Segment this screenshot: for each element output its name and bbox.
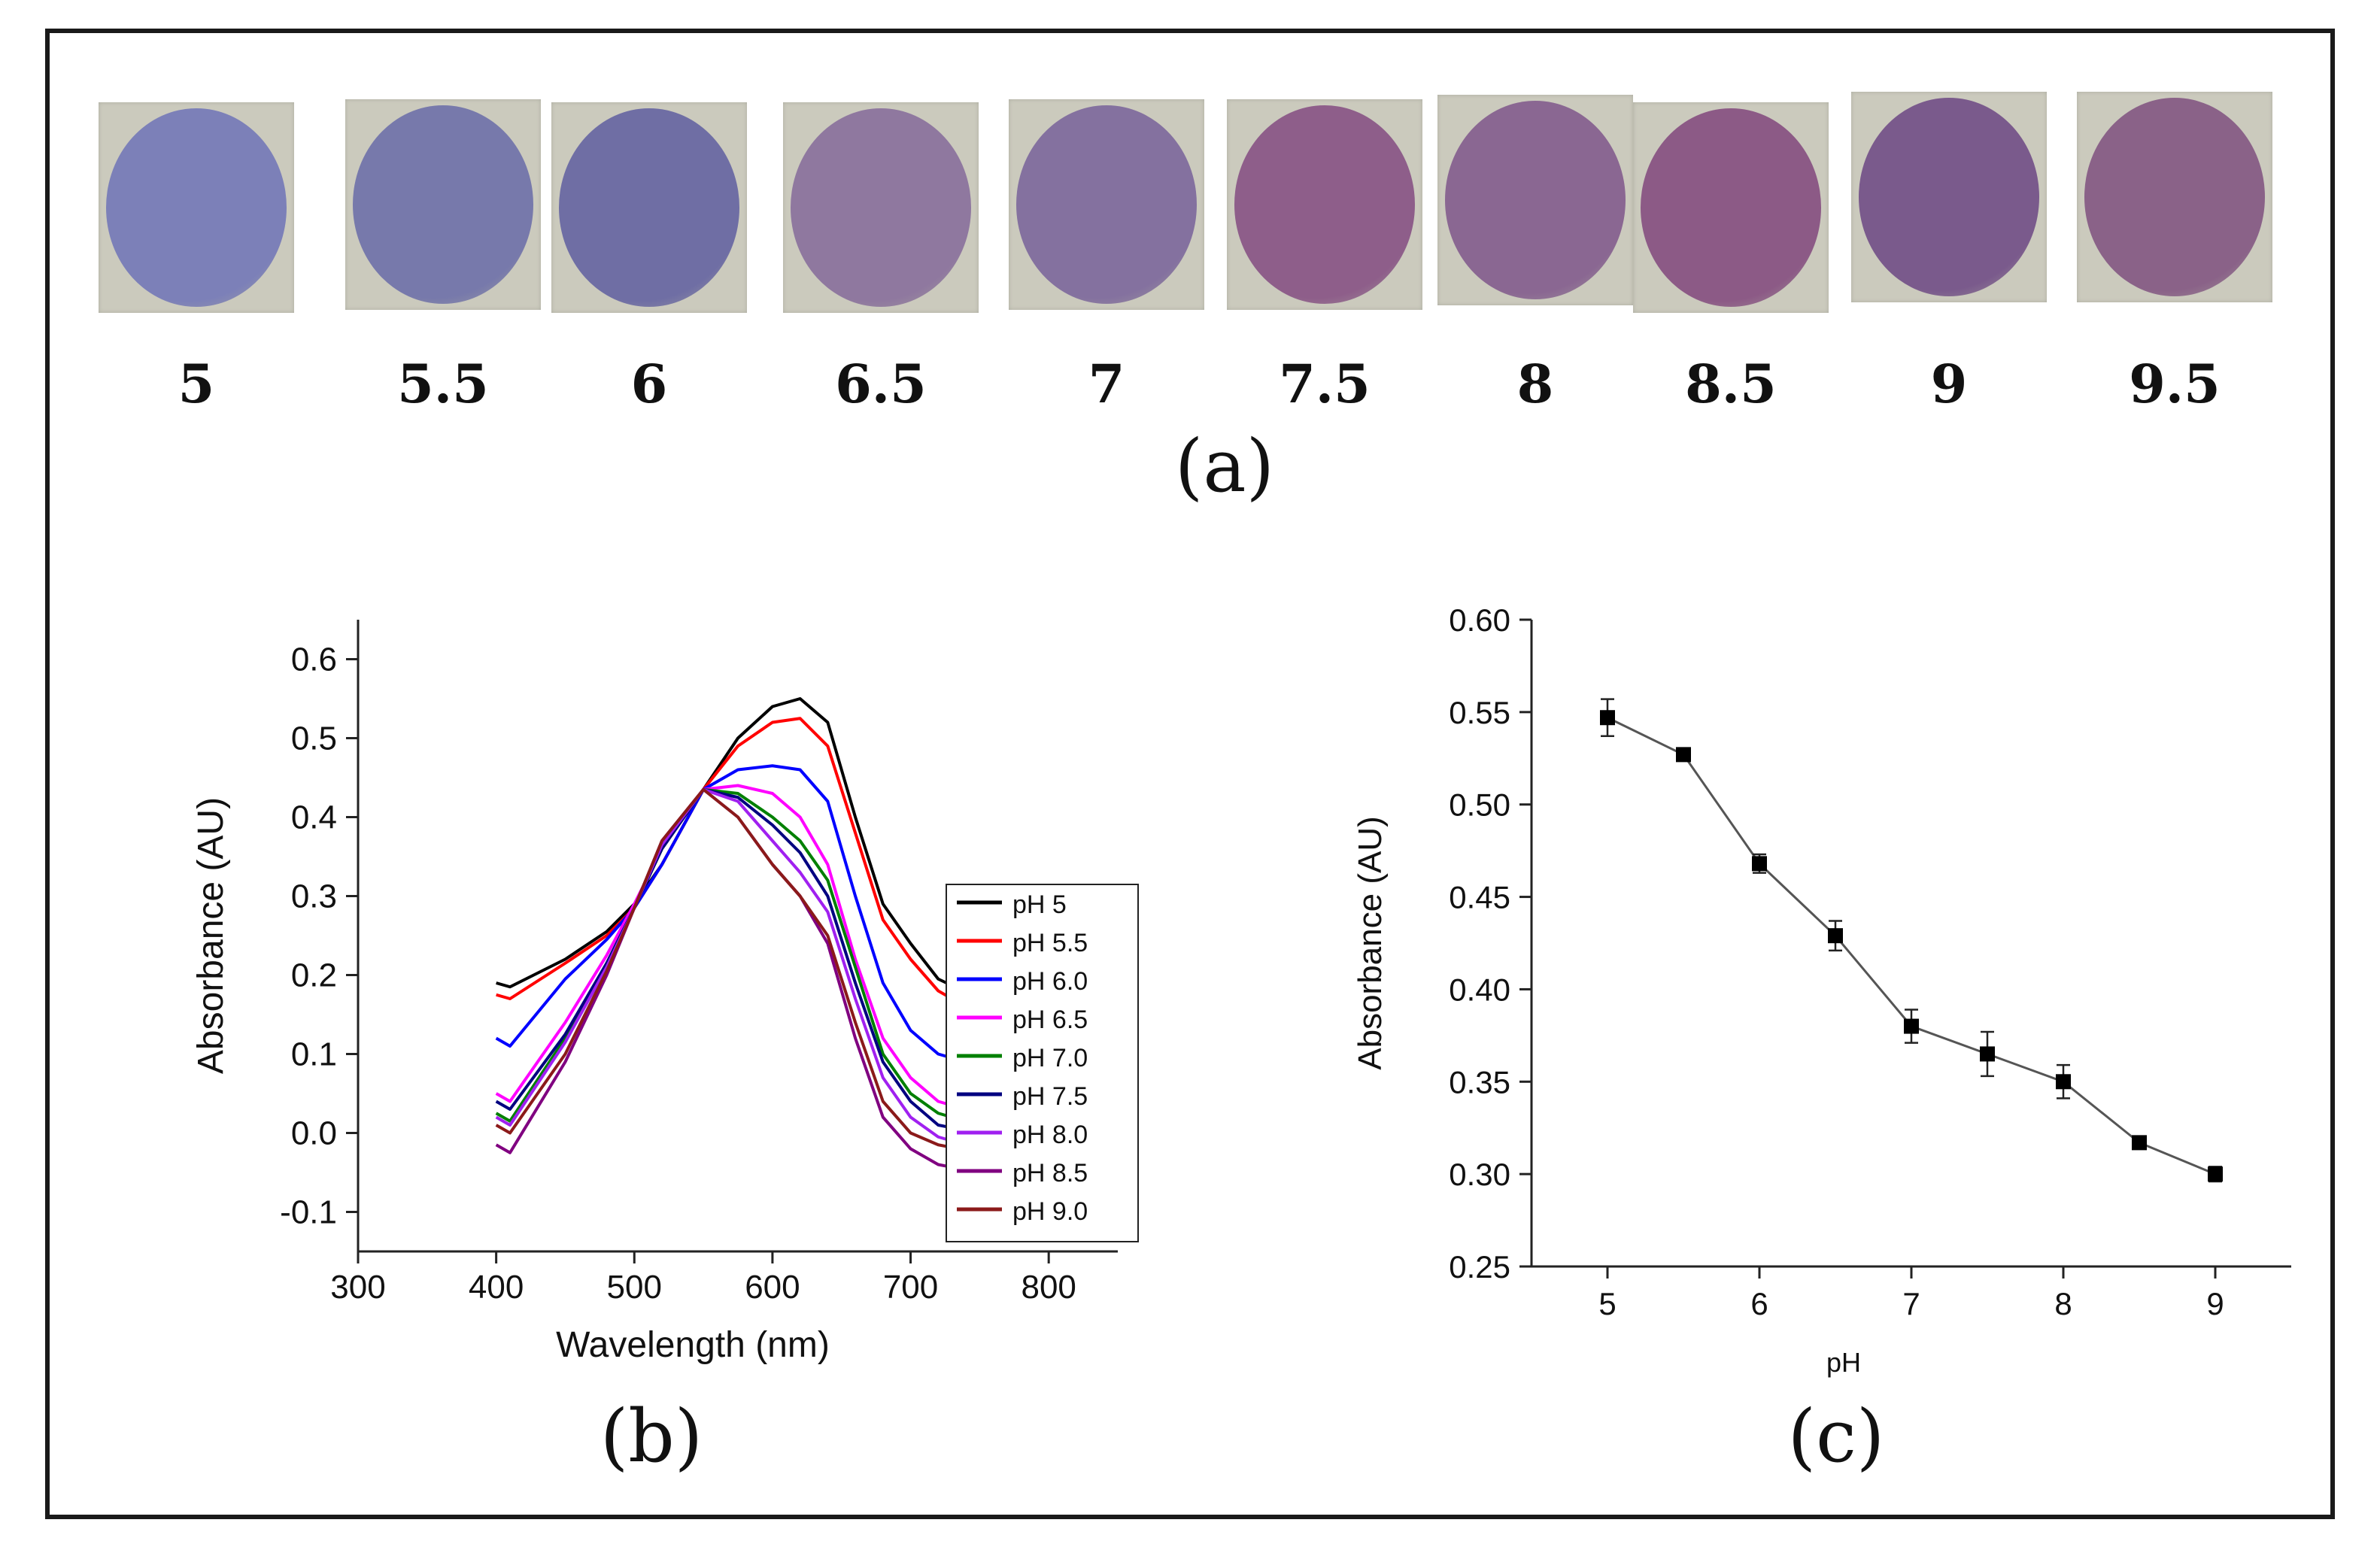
data-point (1752, 856, 1767, 872)
ph-swatch-label: 7 (1088, 353, 1125, 415)
data-point (2132, 1135, 2147, 1151)
spectrum-line (495, 784, 1049, 1123)
x-tick-label: 800 (1021, 1269, 1076, 1306)
ph-swatch-disc (1859, 98, 2039, 296)
ph-swatch (1437, 95, 1633, 305)
legend-box (946, 884, 1139, 1242)
y-tick-label: 0.60 (1449, 602, 1510, 638)
x-axis-title: Wavelength (nm) (556, 1325, 830, 1365)
ph-swatch-label: 6.5 (835, 353, 927, 415)
y-tick-label: 0.1 (291, 1036, 337, 1073)
y-axis-title: Absorbance (AU) (1352, 816, 1389, 1069)
ph-swatch-label: 9 (1930, 353, 1968, 415)
spectrum-line (495, 787, 1049, 1139)
ph-swatch (1851, 92, 2047, 302)
figure-frame: 5 5.5 6 6.5 7 7.5 8 8.5 9 9.5 (a) 300 400 500 600 700… (45, 29, 2335, 1519)
ph-swatch (783, 102, 979, 313)
ph-swatch-label: 7.5 (1279, 353, 1371, 415)
y-tick-label: 0.2 (291, 957, 337, 994)
legend-label: pH 6.0 (1012, 967, 1088, 996)
ph-swatch-label: 8.5 (1685, 353, 1777, 415)
y-tick-label: 0.55 (1449, 695, 1510, 730)
absorbance-spectra-chart: 300 400 500 600 700 800 -0.1 0.0 0.1 0.2 0.3 0.4 0.5… (191, 620, 1139, 1365)
ph-swatch-disc (791, 108, 971, 307)
x-tick-label: 400 (469, 1269, 524, 1306)
spectrum-line (496, 717, 1049, 1032)
panel-b-tag: (b) (600, 1394, 703, 1479)
panel-a-swatches: 5 5.5 6 6.5 7 7.5 8 8.5 9 9.5 (50, 33, 2330, 560)
ph-swatch-disc (1445, 101, 1626, 299)
panel-c-tag: (c) (1787, 1394, 1885, 1479)
x-tick-label: 5 (1598, 1286, 1616, 1321)
ph-swatch (1227, 99, 1422, 310)
ph-swatch-disc (106, 108, 287, 307)
y-tick-label: 0.4 (291, 799, 337, 836)
x-axis-title: pH (1826, 1347, 1861, 1378)
y-tick-label: 0.40 (1449, 972, 1510, 1007)
ph-swatch-disc (559, 108, 739, 307)
legend-label: pH 9.0 (1012, 1197, 1088, 1226)
data-point (1676, 747, 1691, 763)
ph-swatch (1009, 99, 1204, 310)
legend-label: pH 6.5 (1012, 1006, 1088, 1034)
y-tick-label: 0.30 (1449, 1157, 1510, 1192)
legend-label: pH 8.0 (1012, 1121, 1088, 1149)
legend-label: pH 7.5 (1012, 1082, 1088, 1111)
ph-swatch-disc (2084, 98, 2265, 296)
x-tick-label: 8 (2054, 1286, 2072, 1321)
panel-a-tag: (a) (1174, 424, 1275, 508)
data-point (2056, 1074, 2071, 1090)
data-point (1980, 1046, 1995, 1062)
ph-swatch (2077, 92, 2272, 302)
y-tick-label: -0.1 (280, 1194, 337, 1231)
x-tick-label: 9 (2206, 1286, 2224, 1321)
legend-label: pH 5 (1012, 890, 1067, 919)
x-tick-label: 6 (1750, 1286, 1768, 1321)
y-tick-label: 0.50 (1449, 787, 1510, 823)
ph-swatch-label: 9.5 (2129, 353, 2221, 415)
ph-swatch-label: 8 (1516, 353, 1554, 415)
ph-swatch-label: 5.5 (397, 353, 489, 415)
data-point (1600, 710, 1615, 726)
ph-swatch-disc (1234, 105, 1415, 304)
spectrum-line (495, 787, 1049, 1163)
spectrum-line (496, 697, 1049, 1012)
y-tick-label: 0.25 (1449, 1249, 1510, 1285)
data-point (1828, 928, 1843, 944)
ph-swatch-disc (1016, 105, 1197, 304)
x-tick-label: 7 (1902, 1286, 1920, 1321)
y-tick-label: 0.35 (1449, 1064, 1510, 1100)
x-tick-label: 300 (330, 1269, 385, 1306)
ph-swatch (1633, 102, 1829, 313)
data-point (2208, 1166, 2223, 1182)
ph-swatch (551, 102, 747, 313)
y-tick-label: 0.0 (291, 1115, 337, 1152)
spectrum-line (495, 764, 1049, 1074)
y-tick-label: 0.5 (291, 720, 337, 757)
trend-line (1607, 716, 2216, 1175)
y-axis-title: Absorbance (AU) (191, 797, 231, 1074)
x-tick-label: 700 (883, 1269, 938, 1306)
ph-swatch-label: 6 (630, 353, 668, 415)
data-point (1904, 1018, 1919, 1034)
ph-swatch (345, 99, 541, 310)
y-tick-label: 0.6 (291, 642, 337, 678)
spectrum-line (495, 787, 1049, 1164)
y-tick-label: 0.3 (291, 878, 337, 915)
y-tick-label: 0.45 (1449, 880, 1510, 915)
legend-label: pH 7.0 (1012, 1044, 1088, 1072)
ph-swatch (99, 102, 294, 313)
ph-swatch-disc (353, 105, 533, 304)
legend-label: pH 5.5 (1012, 929, 1088, 957)
legend-label: pH 8.5 (1012, 1159, 1088, 1188)
ph-swatch-label: 5 (178, 353, 215, 415)
x-tick-label: 600 (745, 1269, 800, 1306)
absorbance-vs-ph-chart: 5 6 7 8 9 0.25 0.30 0.35 0.40 0.45 0.50 0.55 0.60 pH A… (1352, 602, 2291, 1378)
x-tick-label: 500 (607, 1269, 662, 1306)
ph-swatch-disc (1641, 108, 1821, 307)
